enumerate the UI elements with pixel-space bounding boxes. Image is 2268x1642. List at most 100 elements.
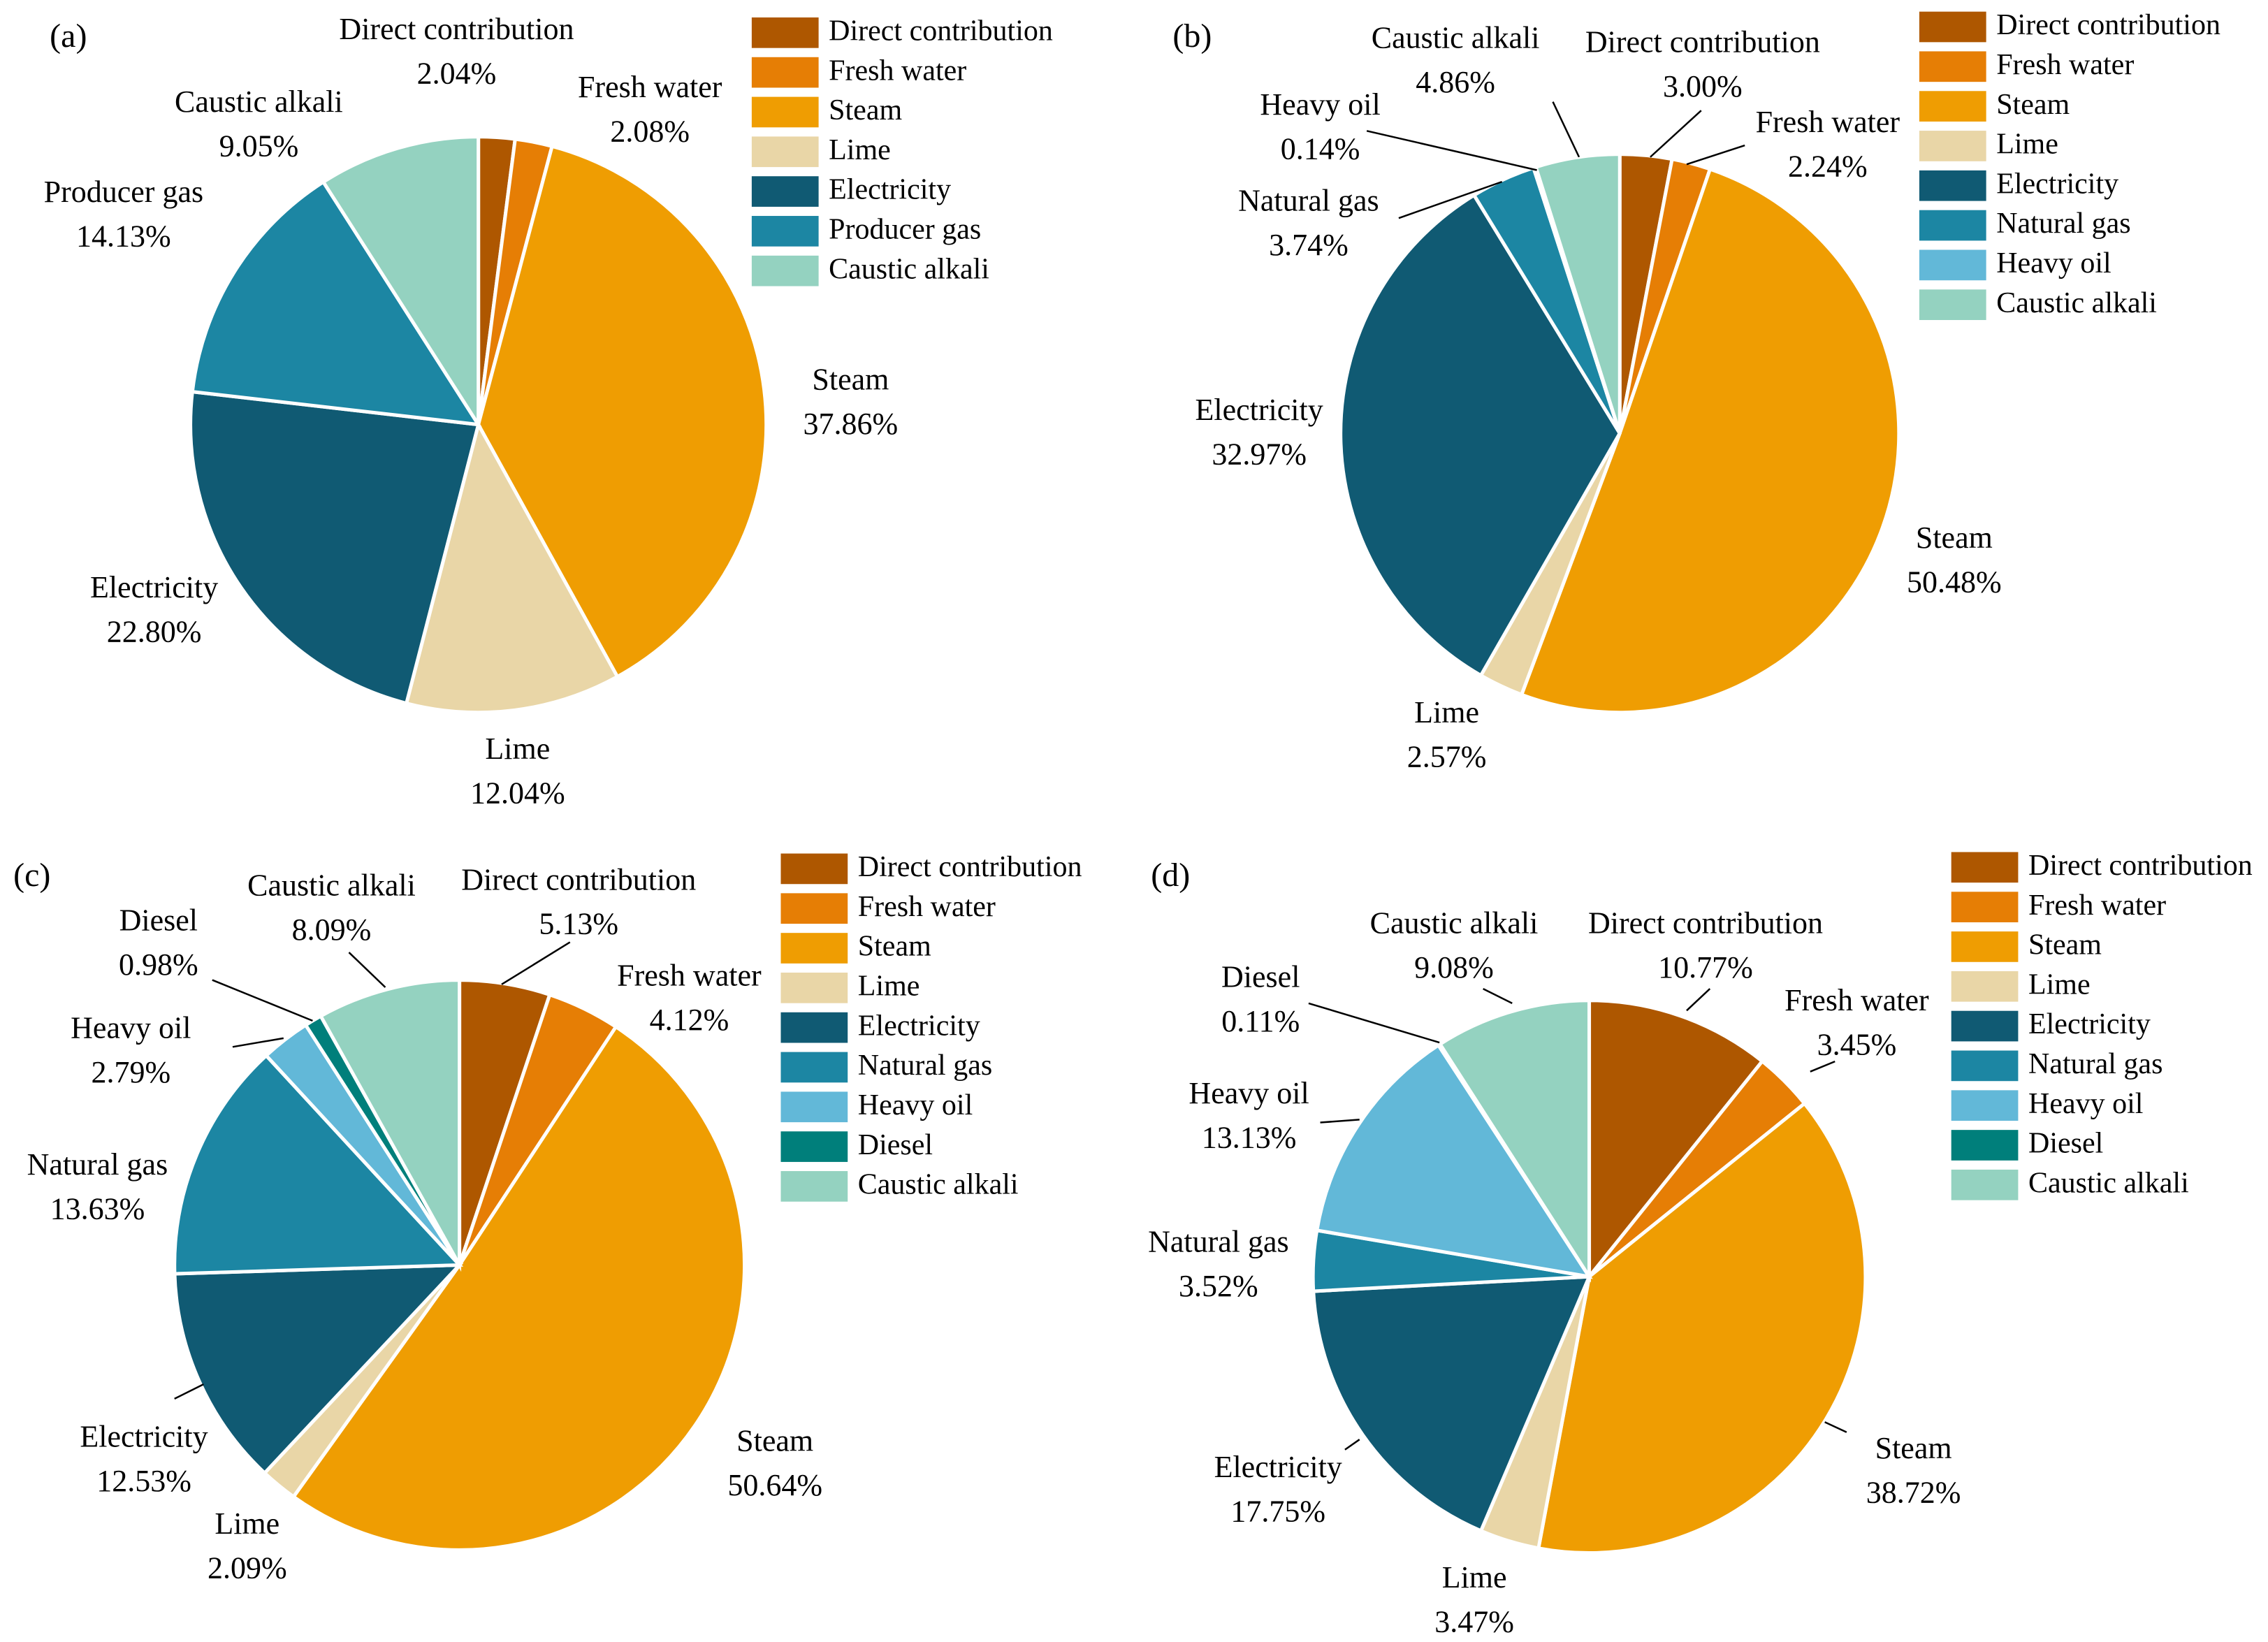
slice-label-electricity: Electricity [90,570,218,604]
legend-label-diesel: Diesel [2028,1128,2103,1160]
legend-swatch-electricity [751,176,819,207]
legend-swatch-natural-gas [1919,210,1986,241]
legend-swatch-steam [751,96,819,128]
leader-line [348,952,386,988]
legend-label-direct-contribution: Direct contribution [858,851,1082,883]
legend-swatch-caustic-alkali [1951,1169,2019,1200]
slice-value-natural-gas: 13.63% [50,1192,145,1226]
legend-label-steam: Steam [829,94,902,126]
leader-line [1686,988,1711,1012]
slice-value-heavy-oil: 2.79% [91,1055,170,1089]
slice-label-direct-contribution: Direct contribution [461,862,696,896]
legend-swatch-direct-contribution [1951,852,2019,883]
pie-slice-steam [1519,166,1901,715]
legend-label-caustic-alkali: Caustic alkali [1996,287,2157,319]
slice-value-lime: 2.09% [208,1551,287,1585]
leader-line [1824,1421,1847,1433]
legend-label-natural-gas: Natural gas [2028,1048,2162,1080]
pie-slice-steam [476,144,769,679]
pie-panel-b: Direct contribution 3.00% Fresh water 2.24%… [1172,9,2220,773]
legend-swatch-fresh-water [1951,892,2019,922]
legend-swatch-direct-contribution [780,853,848,885]
slice-value-fresh-water: 3.45% [1817,1027,1897,1061]
legend-label-steam: Steam [2028,929,2102,961]
legend-swatch-diesel [780,1131,848,1162]
slice-value-direct-contribution: 2.04% [417,56,497,90]
slice-value-natural-gas: 3.74% [1269,228,1349,262]
legend-swatch-diesel [1951,1130,2019,1161]
slice-label-fresh-water: Fresh water [578,70,722,104]
legend-swatch-steam [1951,931,2019,962]
slice-label-steam: Steam [1916,521,1993,555]
slice-value-caustic-alkali: 9.05% [219,129,299,163]
legend-label-fresh-water: Fresh water [2028,889,2166,922]
legend-label-steam: Steam [1996,89,2070,121]
slice-label-caustic-alkali: Caustic alkali [175,85,343,119]
leader-line [212,979,313,1022]
legend-swatch-electricity [1951,1010,2019,1042]
slice-label-fresh-water: Fresh water [617,959,762,993]
legend-swatch-producer-gas [751,216,819,247]
slice-value-steam: 50.64% [727,1468,822,1502]
legend-label-electricity: Electricity [858,1010,980,1042]
legend-label-lime: Lime [858,971,920,1003]
slice-value-diesel: 0.11% [1221,1004,1300,1038]
slice-value-fresh-water: 2.24% [1788,150,1868,184]
slice-value-steam: 38.72% [1866,1475,1961,1509]
legend-label-caustic-alkali: Caustic alkali [858,1169,1019,1201]
slice-value-lime: 2.57% [1407,739,1487,773]
pie-slice-caustic-alkali [321,135,481,431]
legend-label-producer-gas: Producer gas [829,214,981,246]
slice-label-electricity: Electricity [1195,393,1323,427]
pie-slice-steam [291,1024,746,1552]
legend-swatch-heavy-oil [1919,249,1986,281]
legend-label-direct-contribution: Direct contribution [2028,850,2253,882]
slice-value-natural-gas: 3.52% [1179,1269,1258,1303]
slice-value-lime: 3.47% [1434,1605,1514,1639]
legend-swatch-direct-contribution [1919,11,1986,43]
pie-panel-c: Direct contribution 5.13% Fresh water 4.12%… [13,851,1082,1585]
slice-value-lime: 12.04% [470,776,565,810]
legend-label-electricity: Electricity [829,174,951,206]
legend-swatch-heavy-oil [1951,1090,2019,1121]
legend-swatch-natural-gas [1951,1050,2019,1082]
pie-slice-producer-gas [190,179,482,427]
slice-label-diesel: Diesel [1221,960,1300,994]
legend-swatch-lime [1951,971,2019,1002]
pie-slice-heavy-oil [1314,1042,1593,1279]
slice-label-natural-gas: Natural gas [1148,1224,1289,1258]
legend-label-heavy-oil: Heavy oil [2028,1088,2143,1120]
legend-label-lime: Lime [1996,129,2058,161]
legend-label-steam: Steam [858,931,931,963]
legend-label-heavy-oil: Heavy oil [1996,247,2111,279]
legend-swatch-heavy-oil [780,1091,848,1123]
leader-line [1344,1439,1360,1451]
slice-label-steam: Steam [812,362,889,396]
legend-label-lime: Lime [829,134,891,166]
slice-value-steam: 37.86% [804,407,899,441]
slice-value-heavy-oil: 0.14% [1281,132,1360,166]
leader-line [174,1383,204,1400]
panel-label: (b) [1172,17,1212,55]
pie-slice-electricity [173,1263,464,1476]
legend-swatch-fresh-water [780,893,848,924]
legend-swatch-direct-contribution [751,17,819,48]
slice-label-caustic-alkali: Caustic alkali [1370,906,1539,940]
leader-line [1650,110,1702,158]
slice-value-fresh-water: 2.08% [610,115,690,149]
legend-label-heavy-oil: Heavy oil [858,1089,973,1121]
panel-label: (c) [13,857,50,894]
legend: Direct contribution Fresh water Steam Lime E… [1919,9,2220,321]
slice-label-direct-contribution: Direct contribution [339,12,574,46]
slice-label-natural-gas: Natural gas [1238,183,1379,217]
slice-label-electricity: Electricity [1214,1450,1342,1484]
leader-line [1366,130,1537,171]
legend-label-caustic-alkali: Caustic alkali [829,253,989,285]
slice-label-lime: Lime [1442,1560,1507,1594]
legend-label-fresh-water: Fresh water [1996,49,2134,81]
legend-label-direct-contribution: Direct contribution [1996,9,2220,41]
pie-slice-natural-gas [173,1053,464,1276]
legend-label-electricity: Electricity [2028,1008,2151,1040]
leader-line [232,1037,284,1048]
